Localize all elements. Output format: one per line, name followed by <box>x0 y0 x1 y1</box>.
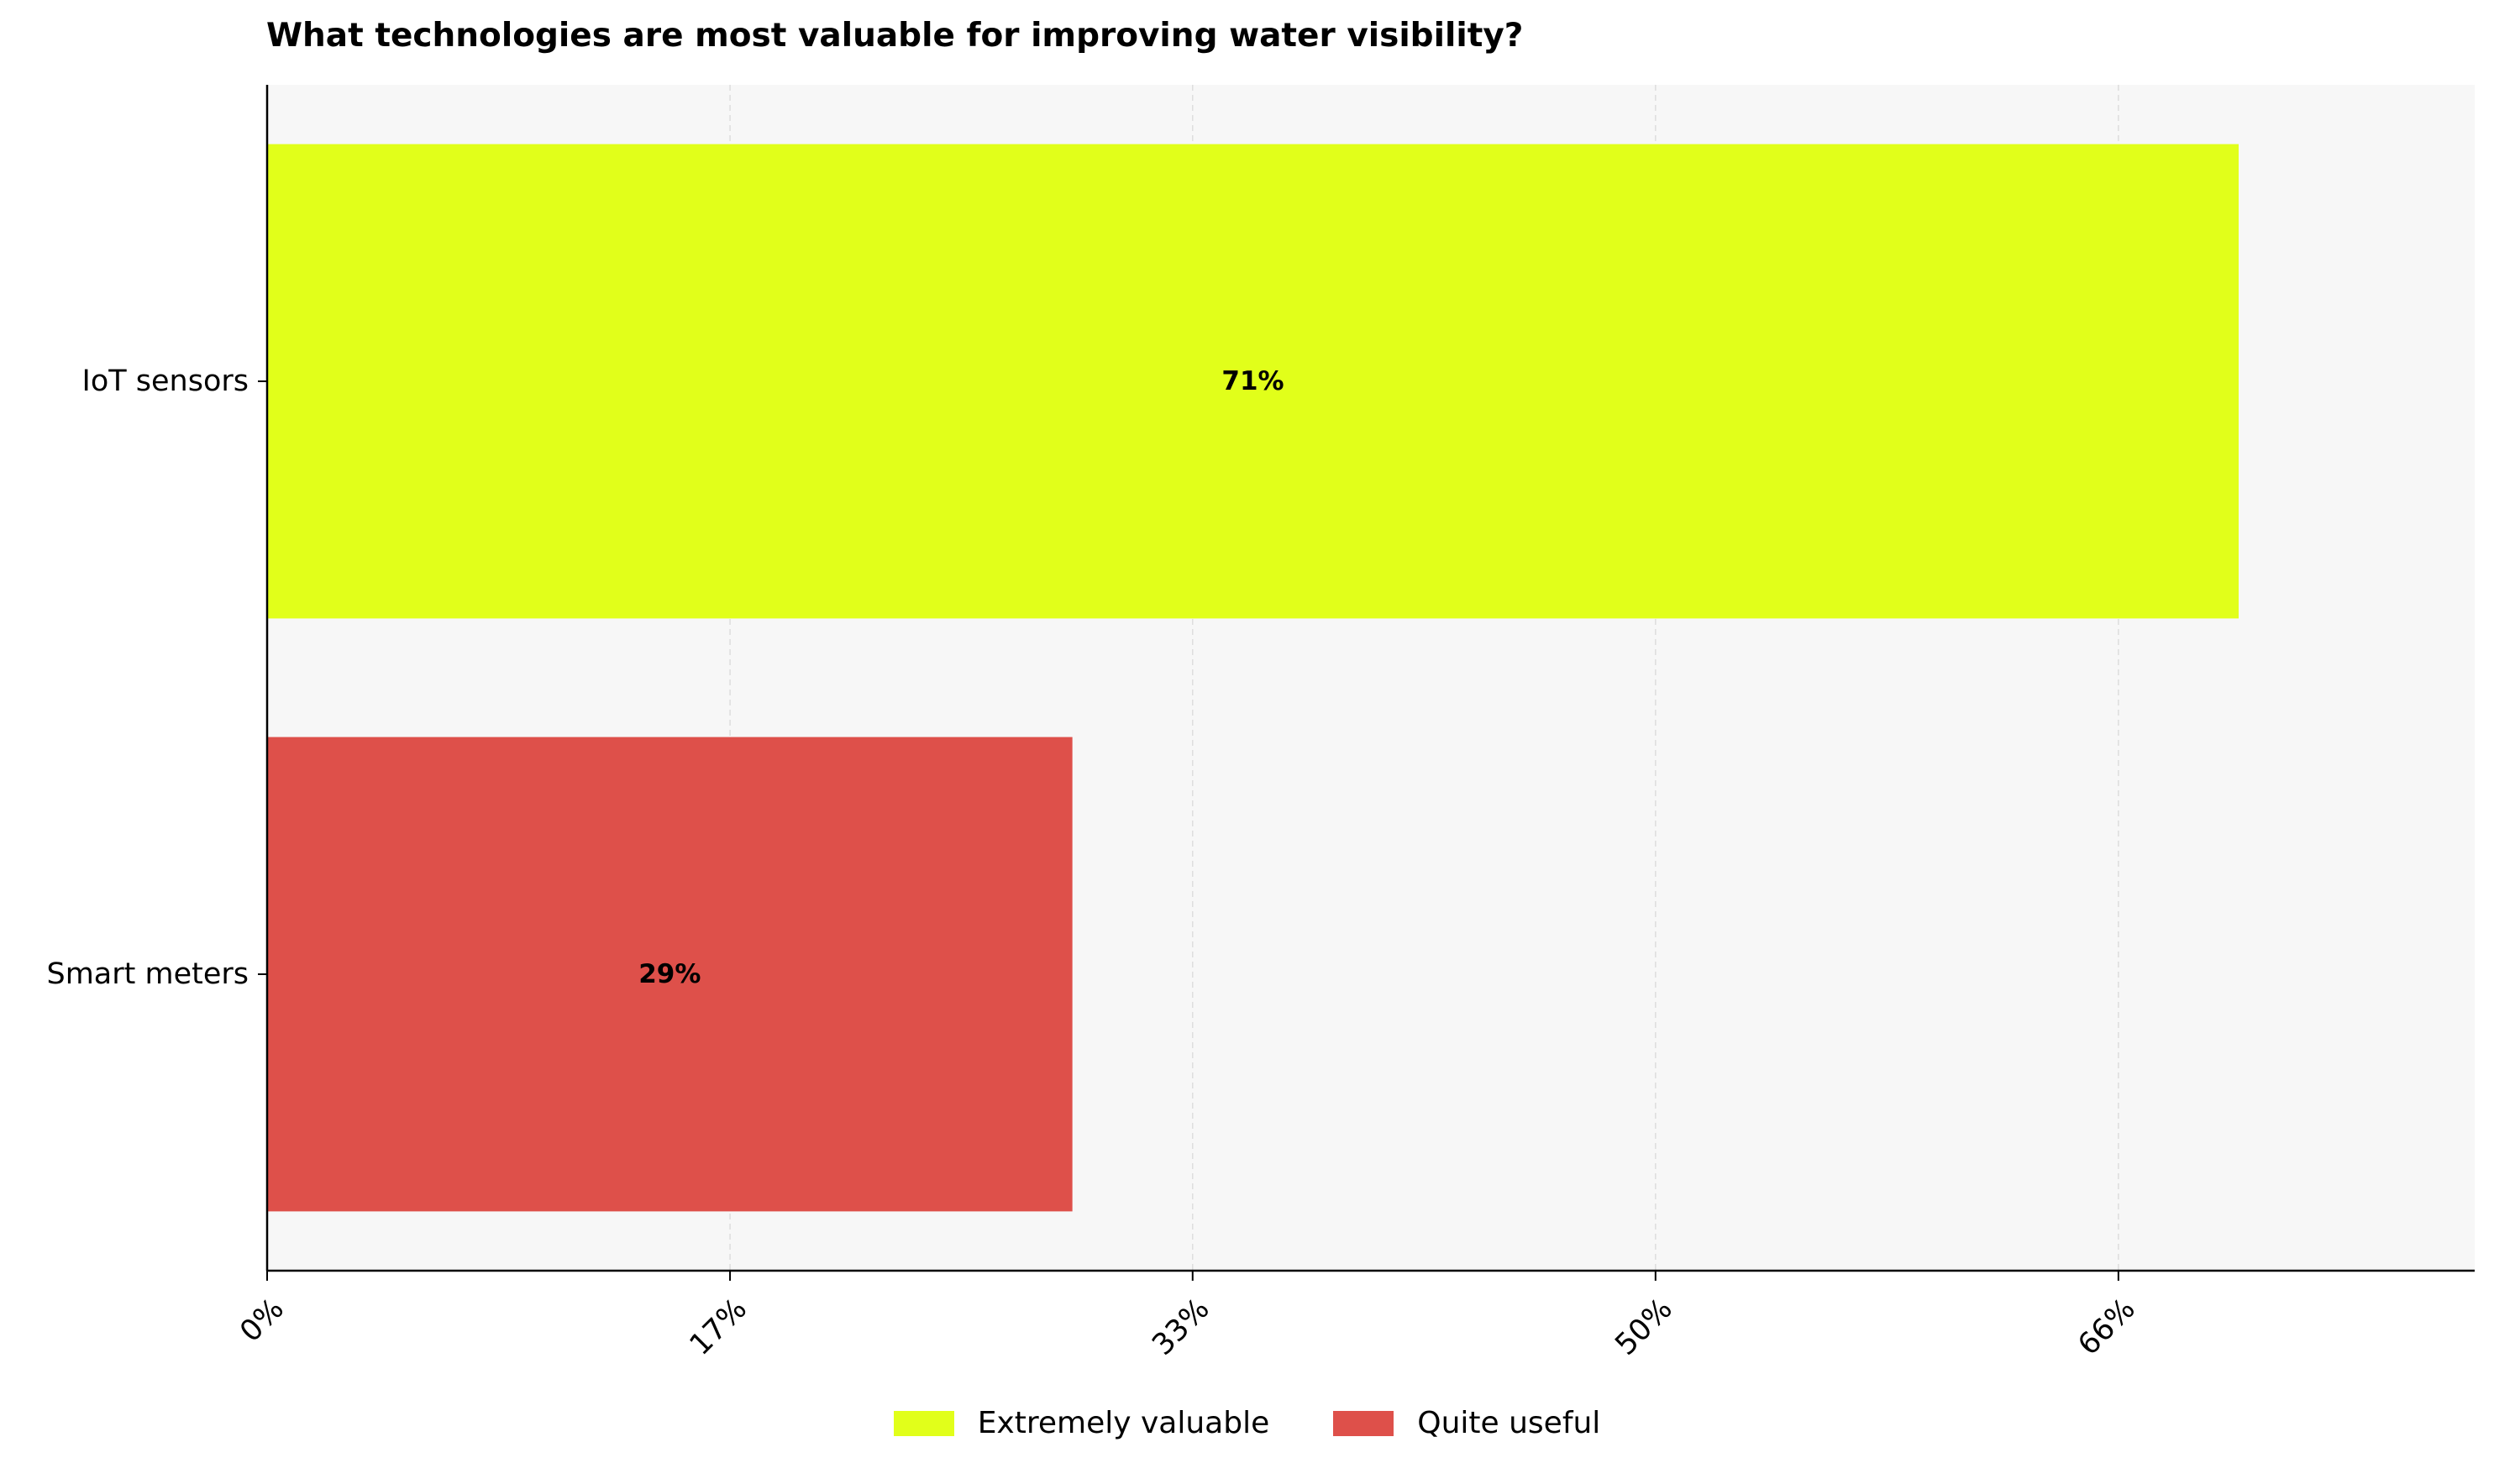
legend-item-quite-useful: Quite useful <box>1333 1406 1600 1440</box>
y-tick-label: IoT sensors <box>82 364 249 398</box>
bar <box>267 737 1073 1212</box>
bar-value-label: 71% <box>1221 366 1284 396</box>
x-tick-label: 33% <box>1146 1293 1215 1362</box>
x-tick-label: 17% <box>684 1293 753 1362</box>
x-tick-label: 50% <box>1609 1293 1678 1362</box>
x-tick-label: 0% <box>234 1293 291 1350</box>
chart-title: What technologies are most valuable for … <box>266 17 1524 55</box>
bar <box>267 144 2239 619</box>
legend-label-extremely-valuable: Extremely valuable <box>977 1406 1270 1440</box>
legend: Extremely valuable Quite useful <box>0 1406 2494 1440</box>
x-tick-label: 66% <box>2071 1293 2141 1362</box>
legend-swatch-quite-useful <box>1333 1410 1394 1436</box>
legend-label-quite-useful: Quite useful <box>1417 1406 1601 1440</box>
bar-value-label: 29% <box>638 959 701 989</box>
legend-item-extremely-valuable: Extremely valuable <box>893 1406 1270 1440</box>
legend-swatch-extremely-valuable <box>893 1410 954 1436</box>
y-tick-label: Smart meters <box>46 957 249 991</box>
